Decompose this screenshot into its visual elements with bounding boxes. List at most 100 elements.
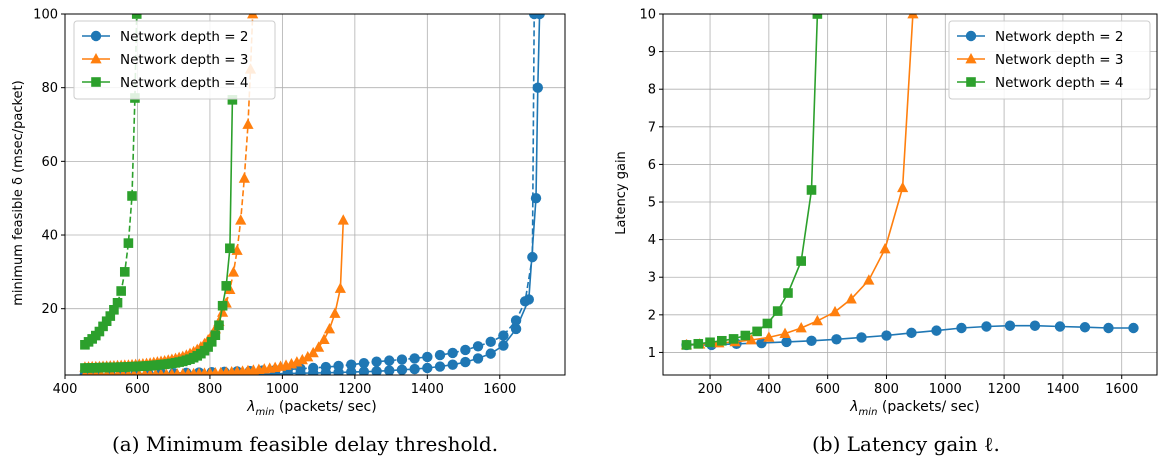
y-tick-label: 3	[648, 271, 656, 286]
x-tick-label: 1200	[338, 382, 371, 397]
data-point	[806, 335, 817, 346]
data-point	[313, 341, 325, 352]
data-point	[346, 359, 357, 370]
data-point	[200, 367, 209, 375]
data-point	[227, 266, 240, 277]
data-point	[519, 296, 531, 307]
y-tick-label: 80	[41, 81, 58, 96]
data-point	[527, 251, 538, 263]
data-point	[123, 238, 134, 248]
data-point	[116, 286, 126, 296]
legend-marker	[90, 53, 102, 64]
data-point	[693, 338, 704, 349]
data-point	[485, 348, 496, 359]
data-point	[152, 368, 160, 375]
data-point	[931, 325, 942, 336]
plot-frame	[662, 13, 1158, 376]
legend-label: Network depth = 3	[120, 52, 248, 68]
series-network-depth-4	[681, 14, 823, 350]
legend-box	[73, 20, 276, 100]
legend-box	[948, 20, 1151, 100]
legend-label: Network depth = 4	[995, 75, 1123, 91]
grid	[663, 13, 1157, 375]
data-point	[485, 336, 496, 348]
data-point	[205, 367, 215, 375]
data-point	[307, 362, 319, 374]
ticks: 200 400 600 800 1000 1200 1400 1600 1 2 3 4 5 6 7 8 9 10	[639, 8, 1138, 398]
data-point	[829, 305, 841, 317]
data-point	[217, 306, 229, 317]
data-point	[214, 320, 224, 331]
data-point	[203, 342, 213, 352]
legend-label: Network depth = 4	[120, 75, 248, 91]
data-point	[358, 358, 370, 369]
x-tick-label: 1200	[988, 382, 1021, 397]
data-point	[907, 14, 919, 19]
data-point	[105, 311, 116, 321]
chart-a: minimum feasible δ (msec/packet) λmin (p…	[11, 8, 566, 418]
data-point	[681, 340, 692, 350]
data-point	[296, 353, 308, 365]
y-axis-label: Latency gain	[614, 151, 629, 235]
series-network-depth-4	[80, 95, 238, 373]
y-tick-label: 20	[41, 302, 58, 317]
legend-label: Network depth = 2	[120, 29, 248, 45]
data-point	[333, 360, 344, 372]
data-point	[752, 326, 762, 337]
y-tick-label: 4	[648, 233, 656, 248]
y-tick-label: 2	[648, 308, 656, 323]
data-point	[112, 298, 123, 308]
data-point	[779, 327, 791, 339]
data-point	[206, 337, 217, 347]
legend-marker	[965, 30, 977, 42]
series-network-depth-3	[680, 14, 919, 350]
legend: Network depth = 2 Network depth = 3 Networ…	[73, 20, 276, 100]
data-point	[1029, 320, 1041, 331]
data-point	[422, 362, 433, 374]
data-point	[781, 336, 792, 348]
data-point	[422, 351, 433, 363]
ticks: 400 600 800 1000 1200 1400 1600 20 40 60 80 100	[33, 8, 516, 398]
x-tick-label: 800	[198, 382, 223, 397]
data-point	[125, 368, 132, 375]
data-point	[320, 361, 332, 373]
data-point	[371, 366, 382, 375]
data-point	[460, 356, 471, 368]
legend-marker	[90, 30, 102, 42]
data-point	[795, 321, 807, 333]
data-point	[728, 334, 739, 344]
data-point	[1079, 322, 1091, 333]
y-tick-label: 1	[648, 346, 656, 361]
data-point	[498, 330, 509, 341]
data-point	[238, 172, 250, 183]
x-tick-label: 1400	[411, 382, 444, 397]
data-point	[334, 282, 346, 293]
y-tick-label: 10	[639, 8, 656, 23]
data-point	[806, 185, 817, 195]
x-tick-label: 1000	[266, 382, 299, 397]
data-point	[447, 347, 458, 359]
data-point	[119, 267, 130, 277]
data-point	[879, 243, 891, 254]
data-point	[434, 349, 446, 361]
y-tick-label: 8	[648, 83, 656, 98]
data-point	[1004, 320, 1016, 331]
data-point	[831, 334, 842, 345]
data-point	[94, 326, 105, 337]
data-point	[247, 14, 259, 19]
data-point	[146, 368, 154, 375]
data-point	[157, 368, 165, 375]
data-point	[812, 14, 823, 19]
data-point	[242, 118, 254, 129]
x-tick-label: 200	[698, 382, 723, 397]
x-tick-label: 600	[125, 382, 150, 397]
x-axis-label: λmin (packets/ sec)	[849, 399, 979, 418]
data-point	[131, 14, 142, 19]
series-network-depth-4-dashed-	[80, 14, 142, 350]
y-tick-label: 7	[648, 120, 656, 135]
data-point	[529, 14, 540, 20]
data-point	[371, 356, 382, 367]
caption-b: (b) Latency gain ℓ.	[812, 432, 1000, 456]
data-point	[906, 327, 917, 339]
y-axis-label: minimum feasible δ (msec/packet)	[11, 80, 26, 305]
